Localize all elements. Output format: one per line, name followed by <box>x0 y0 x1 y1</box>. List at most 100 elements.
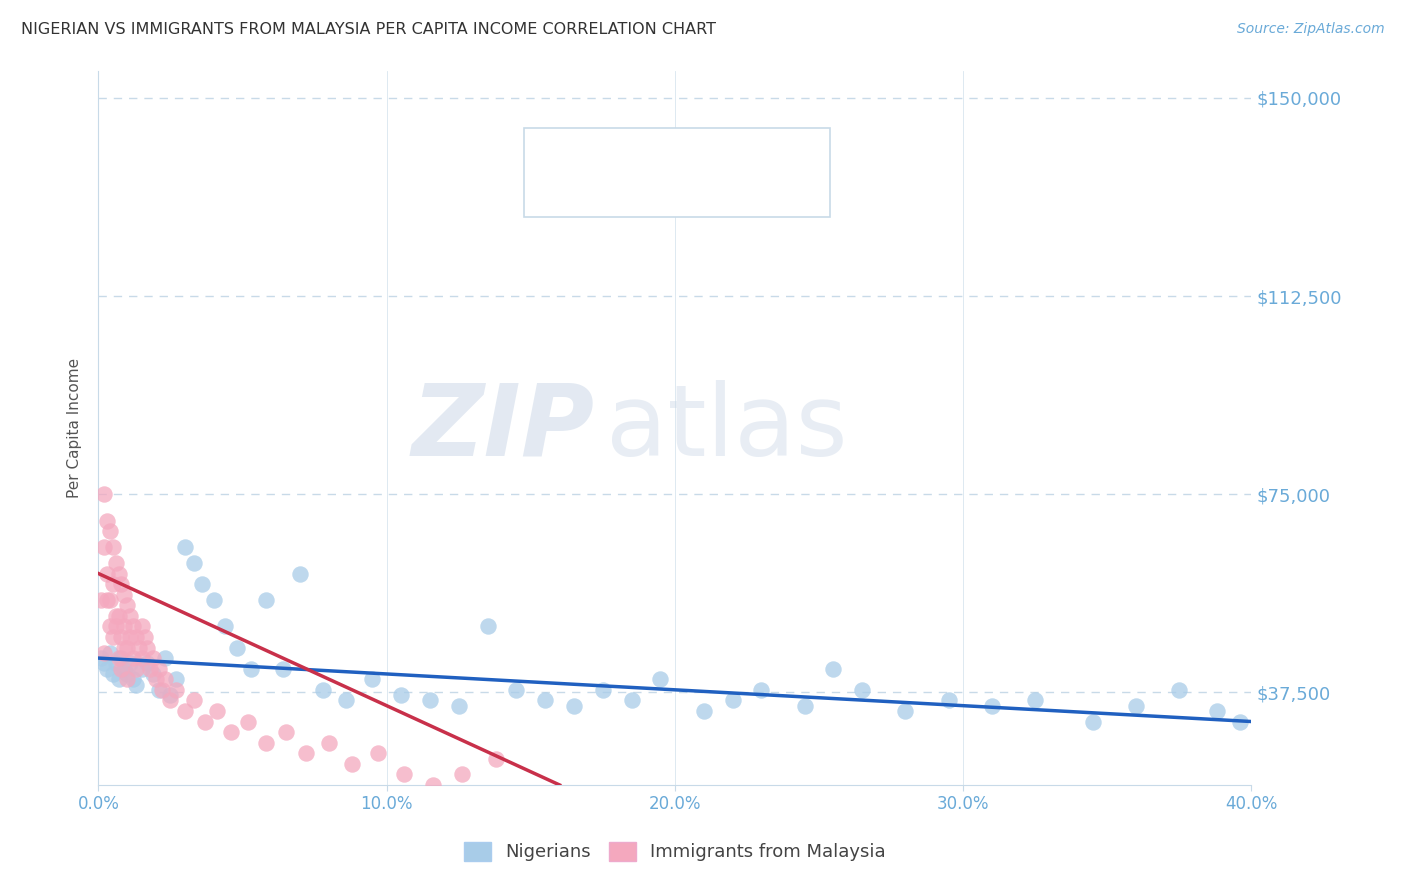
Point <box>159 688 181 702</box>
Point <box>194 714 217 729</box>
Text: -0.336: -0.336 <box>613 183 668 201</box>
Point <box>367 746 389 760</box>
Point <box>110 577 132 591</box>
Point <box>693 704 716 718</box>
Point <box>96 566 118 581</box>
Point <box>101 540 124 554</box>
Point <box>104 657 127 671</box>
Point <box>290 566 312 581</box>
Point <box>120 608 142 623</box>
Point <box>112 588 135 602</box>
Point <box>104 608 127 623</box>
Point <box>110 630 132 644</box>
Point <box>295 746 318 760</box>
Point <box>101 630 124 644</box>
Y-axis label: Per Capita Income: Per Capita Income <box>67 358 83 499</box>
Point <box>122 619 145 633</box>
Point <box>98 646 121 660</box>
Point <box>120 657 142 671</box>
Point <box>389 688 412 702</box>
Point <box>793 698 815 713</box>
Point <box>165 672 187 686</box>
Point <box>120 630 142 644</box>
Point <box>128 640 150 655</box>
Text: atlas: atlas <box>606 380 848 476</box>
Text: -0.245: -0.245 <box>613 142 668 160</box>
Point <box>174 704 197 718</box>
Point <box>98 619 121 633</box>
Point <box>107 651 129 665</box>
Point <box>153 672 176 686</box>
Point <box>112 640 135 655</box>
Point <box>219 725 242 739</box>
Point <box>751 682 773 697</box>
Point <box>254 593 277 607</box>
Point <box>562 698 585 713</box>
Point <box>153 651 176 665</box>
Point <box>894 704 917 718</box>
Point <box>981 698 1004 713</box>
Text: R =: R = <box>576 142 614 160</box>
Point <box>318 736 340 750</box>
Point <box>117 672 139 686</box>
Point <box>101 577 124 591</box>
Point <box>117 599 139 613</box>
Point <box>938 693 960 707</box>
Point <box>104 619 127 633</box>
Point <box>125 630 148 644</box>
Point <box>450 767 472 781</box>
Point <box>145 672 167 686</box>
Point <box>110 651 132 665</box>
Text: N =: N = <box>692 142 731 160</box>
Point <box>122 672 145 686</box>
Point <box>274 725 297 739</box>
Point <box>620 693 643 707</box>
Point <box>125 662 148 676</box>
Point <box>96 662 118 676</box>
Text: 58: 58 <box>730 142 752 160</box>
Point <box>93 540 115 554</box>
Point <box>485 751 508 765</box>
Text: ZIP: ZIP <box>411 380 595 476</box>
Point <box>1229 714 1251 729</box>
Point <box>112 662 135 676</box>
Point <box>131 662 153 676</box>
Point <box>96 593 118 607</box>
Point <box>225 640 247 655</box>
Point <box>312 682 335 697</box>
Point <box>1168 682 1191 697</box>
Point <box>148 662 170 676</box>
Point <box>165 682 187 697</box>
Legend: Nigerians, Immigrants from Malaysia: Nigerians, Immigrants from Malaysia <box>457 835 893 869</box>
Point <box>214 619 236 633</box>
Point <box>142 651 165 665</box>
Point <box>93 657 115 671</box>
Point <box>122 651 145 665</box>
Point <box>93 646 115 660</box>
Point <box>505 682 527 697</box>
Point <box>90 651 112 665</box>
Point <box>340 756 363 771</box>
Point <box>117 667 139 681</box>
Point <box>131 651 153 665</box>
Point <box>202 593 225 607</box>
Point <box>419 693 441 707</box>
Point <box>422 778 444 792</box>
Point <box>183 556 205 570</box>
Point <box>205 704 228 718</box>
Point <box>104 556 127 570</box>
Point <box>134 630 156 644</box>
Point <box>1024 693 1046 707</box>
Bar <box>536 136 565 166</box>
Point <box>148 682 170 697</box>
Point <box>191 577 214 591</box>
Point <box>101 667 124 681</box>
Bar <box>536 178 565 207</box>
Point <box>1081 714 1104 729</box>
Point <box>107 566 129 581</box>
Point <box>98 524 121 539</box>
Point <box>96 514 118 528</box>
Point <box>1125 698 1147 713</box>
Point <box>361 672 384 686</box>
Point <box>534 693 557 707</box>
